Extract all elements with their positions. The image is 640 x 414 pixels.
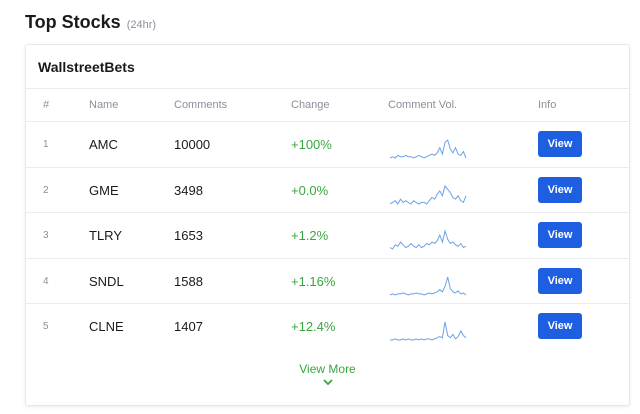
row-comments: 1407 [174,319,203,334]
sparkline-line [390,321,467,341]
column-rank: # [43,99,50,111]
row-comments: 1653 [174,228,203,243]
comment-volume-sparkline [388,267,468,297]
stocks-card: WallstreetBets # Name Comments Change Co… [25,44,630,406]
view-more-link[interactable]: View More [26,362,629,386]
table-row: 5 CLNE 1407 +12.4% View [26,304,629,350]
row-rank: 2 [43,184,49,196]
comment-volume-sparkline [388,221,468,251]
column-change: Change [291,99,330,111]
table-body: 1 AMC 10000 +100% View 2 GME 3498 +0.0% [26,122,629,350]
view-button[interactable]: View [538,267,582,294]
column-name: Name [89,99,119,111]
row-ticker: SNDL [89,273,124,289]
chevron-down-icon [322,379,333,386]
row-ticker: AMC [89,137,118,152]
row-rank: 1 [43,139,49,150]
column-comment-vol: Comment Vol. [388,99,458,111]
table-row: 1 AMC 10000 +100% View [26,122,629,168]
sparkline-line [389,229,467,250]
row-comments: 10000 [174,137,211,152]
card-title: WallstreetBets [26,45,629,89]
comment-volume-sparkline [388,130,468,160]
table-header: # Name Comments Change Comment Vol. Info [26,89,629,122]
sparkline-line [389,276,467,296]
comment-volume-sparkline [388,176,468,206]
row-change: +1.16% [291,273,336,289]
sparkline-line [389,139,467,159]
row-change: +0.0% [291,182,329,198]
section-title: Top Stocks [25,12,121,32]
table-row: 3 TLRY 1653 +1.2% View [26,213,629,259]
table-row: 2 GME 3498 +0.0% View [26,168,629,213]
row-rank: 5 [43,321,49,332]
view-button[interactable]: View [538,131,582,157]
section-heading: Top Stocks (24hr) [25,12,156,33]
view-button[interactable]: View [538,313,582,339]
row-change: +12.4% [291,319,336,334]
row-change: +1.2% [291,228,329,243]
sparkline-line [389,184,467,205]
row-rank: 4 [43,275,49,287]
row-change: +100% [291,137,332,152]
row-comments: 3498 [174,182,203,198]
row-ticker: CLNE [89,319,124,334]
table-row: 4 SNDL 1588 +1.16% View [26,259,629,304]
view-more-label: View More [299,362,356,376]
view-button[interactable]: View [538,222,582,248]
row-comments: 1588 [174,273,203,289]
row-ticker: GME [89,182,119,198]
row-ticker: TLRY [89,228,122,243]
column-info: Info [538,99,557,111]
comment-volume-sparkline [388,312,468,342]
view-button[interactable]: View [538,176,582,203]
row-rank: 3 [43,230,49,241]
section-period: (24hr) [126,19,157,31]
column-comments: Comments [174,99,228,111]
